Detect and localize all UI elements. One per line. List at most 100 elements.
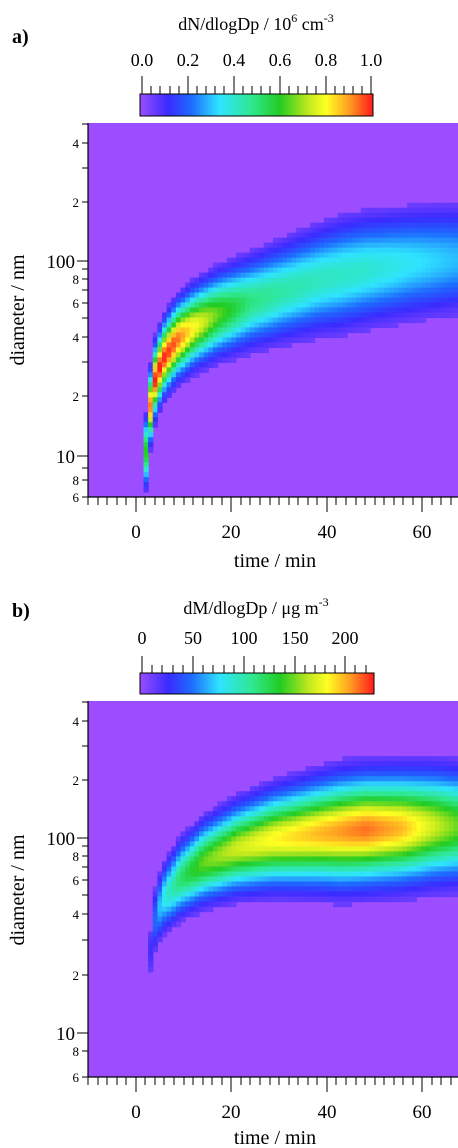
heatmap-cell <box>273 307 279 314</box>
heatmap-cell <box>370 811 376 817</box>
heatmap-cell <box>185 312 191 319</box>
heatmap-cell <box>360 786 367 792</box>
heatmap-cell <box>421 222 427 229</box>
heatmap-cell <box>384 756 390 762</box>
heatmap-cell <box>416 866 422 873</box>
heatmap-cell <box>226 881 232 888</box>
panel-b-colorbar-ticks: 0 50 100 150 200 <box>138 628 359 648</box>
heatmap-cell <box>305 227 311 234</box>
heatmap-cell <box>356 826 362 832</box>
heatmap-cell <box>314 866 320 873</box>
heatmap-cell <box>152 382 158 388</box>
heatmap-cell <box>333 831 339 837</box>
heatmap-cell <box>310 312 316 319</box>
heatmap-cell <box>356 756 362 762</box>
heatmap-cell <box>342 302 348 309</box>
heatmap-cell <box>453 312 458 319</box>
heatmap-cell <box>240 896 246 903</box>
heatmap-cell <box>342 786 348 792</box>
x-tick-label: 0 <box>131 522 141 543</box>
heatmap-cell <box>263 851 269 858</box>
heatmap-cell <box>217 896 223 903</box>
heatmap-cell <box>351 896 357 903</box>
heatmap-cell <box>421 312 427 319</box>
heatmap-cell <box>236 811 242 817</box>
heatmap-cell <box>296 257 302 264</box>
heatmap-cell <box>152 422 158 428</box>
colorbar-tick-label: 150 <box>282 628 309 648</box>
heatmap-cell <box>259 861 265 868</box>
heatmap-cell <box>226 801 232 807</box>
heatmap-cell <box>337 836 343 842</box>
heatmap-cell <box>342 776 348 782</box>
heatmap-cell <box>342 901 348 908</box>
heatmap-cell <box>407 831 413 837</box>
heatmap-cell <box>236 806 242 812</box>
heatmap-cell <box>365 826 371 832</box>
heatmap-cell <box>166 906 172 913</box>
heatmap-cell <box>356 866 362 873</box>
heatmap-cell <box>356 277 362 284</box>
heatmap-cell <box>273 816 279 822</box>
heatmap-cell <box>296 337 302 344</box>
heatmap-cell <box>277 252 283 259</box>
heatmap-cell <box>360 232 367 239</box>
heatmap-cell <box>217 282 223 289</box>
heatmap-cell <box>337 242 343 249</box>
heatmap-cell <box>217 327 223 334</box>
heatmap-cell <box>240 841 246 847</box>
heatmap-cell <box>199 282 205 289</box>
x-tick-label: 0 <box>131 1102 141 1123</box>
heatmap-cell <box>249 856 256 863</box>
heatmap-cell <box>393 297 399 304</box>
heatmap-cell <box>337 861 343 868</box>
heatmap-cell <box>199 851 205 858</box>
heatmap-cell <box>185 292 191 299</box>
heatmap-cell <box>175 836 182 842</box>
heatmap-cell <box>217 876 223 883</box>
heatmap-cell <box>393 267 399 274</box>
heatmap-cell <box>148 362 154 368</box>
heatmap-cell <box>448 227 454 234</box>
heatmap-cell <box>263 337 269 344</box>
heatmap-cell <box>337 891 343 898</box>
heatmap-cell <box>434 881 441 888</box>
heatmap-cell <box>305 252 311 259</box>
heatmap-cell <box>453 222 458 229</box>
heatmap-cell <box>194 901 200 908</box>
heatmap-cell <box>384 287 390 294</box>
heatmap-cell <box>328 816 334 822</box>
heatmap-cell <box>217 831 223 837</box>
heatmap-cell <box>152 392 158 398</box>
heatmap-cell <box>286 791 293 797</box>
colorbar-tick-label: 0.0 <box>131 50 154 70</box>
heatmap-cell <box>434 876 441 883</box>
heatmap-cell <box>448 287 454 294</box>
heatmap-cell <box>310 242 316 249</box>
heatmap-cell <box>370 846 376 852</box>
heatmap-cell <box>199 881 205 888</box>
heatmap-cell <box>397 891 404 898</box>
heatmap-cell <box>379 756 385 762</box>
heatmap-cell <box>208 347 214 353</box>
heatmap-cell <box>314 222 320 229</box>
heatmap-cell <box>180 916 186 923</box>
heatmap-cell <box>397 781 404 787</box>
heatmap-cell <box>407 222 413 229</box>
heatmap-cell <box>425 287 431 294</box>
heatmap-cell <box>384 891 390 898</box>
heatmap-cell <box>254 252 260 259</box>
heatmap-cell <box>402 312 408 319</box>
heatmap-cell <box>212 876 219 883</box>
heatmap-cell <box>388 841 394 847</box>
heatmap-cell <box>203 906 209 913</box>
heatmap-cell <box>249 317 256 324</box>
heatmap-cell <box>273 841 279 847</box>
heatmap-cell <box>430 257 436 264</box>
heatmap-cell <box>263 781 269 787</box>
heatmap-cell <box>291 262 297 269</box>
heatmap-cell <box>249 277 256 284</box>
heatmap-cell <box>217 302 223 309</box>
heatmap-cell <box>226 896 232 903</box>
heatmap-cell <box>236 891 242 898</box>
